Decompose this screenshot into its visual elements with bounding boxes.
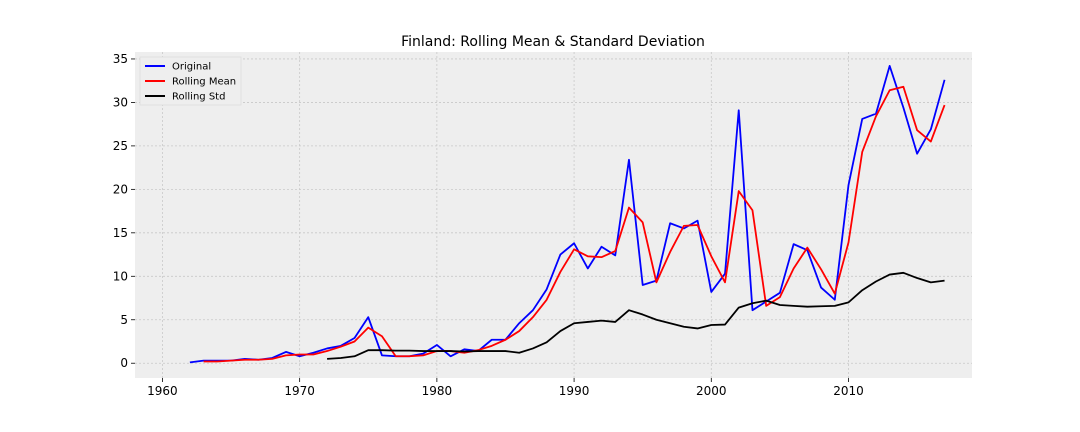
y-tick-label: 10 (113, 269, 128, 283)
y-tick-label: 5 (120, 313, 128, 327)
series-layer (189, 65, 946, 364)
x-tick-label: 2000 (696, 384, 727, 398)
series-line-original (189, 65, 946, 364)
y-tick-label: 15 (113, 226, 128, 240)
y-tick-label: 30 (113, 95, 128, 109)
x-tick-label: 1980 (422, 384, 453, 398)
y-tick-label: 0 (120, 356, 128, 370)
legend-label-original: Original (172, 62, 211, 73)
y-tick-label: 25 (113, 139, 128, 153)
chart-title: Finland: Rolling Mean & Standard Deviati… (401, 34, 705, 50)
x-tick-label: 1970 (284, 384, 315, 398)
x-tick-label: 1960 (147, 384, 178, 398)
x-tick-label: 2010 (833, 384, 864, 398)
series-line-rolling-mean (203, 85, 946, 363)
legend: Original Rolling Mean Rolling Std (139, 56, 242, 106)
plot-area (135, 52, 972, 378)
grid (135, 52, 972, 378)
axes: 1960 1970 1980 1990 2000 2010 0 5 10 15 20 25 30 35 (113, 52, 864, 398)
y-tick-label: 20 (113, 182, 128, 196)
y-tick-label: 35 (113, 52, 128, 66)
x-tick-label: 1990 (559, 384, 590, 398)
legend-label-rolling-mean: Rolling Mean (172, 77, 236, 88)
series-line-rolling-std (327, 271, 945, 360)
legend-label-rolling-std: Rolling Std (172, 92, 225, 103)
